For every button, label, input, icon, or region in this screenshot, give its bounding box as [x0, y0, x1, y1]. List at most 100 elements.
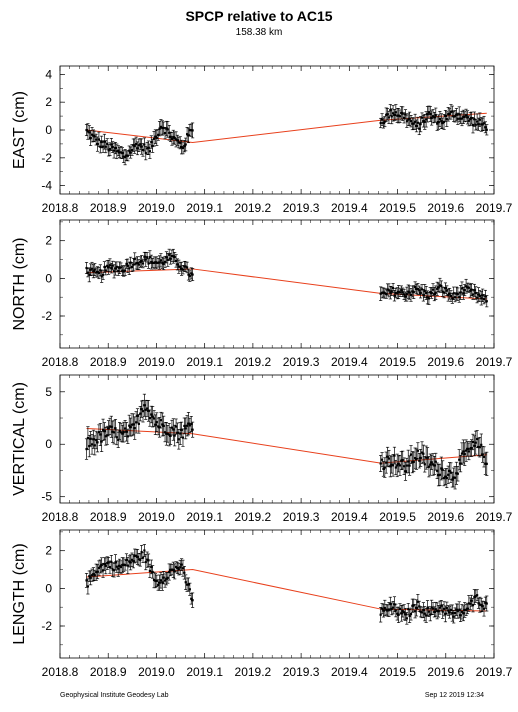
data-point	[139, 412, 142, 415]
data-point	[403, 116, 406, 119]
data-point	[111, 430, 114, 433]
data-point	[416, 449, 419, 452]
data-point	[405, 464, 408, 467]
data-point	[434, 608, 437, 611]
data-point	[111, 568, 114, 571]
data-point	[473, 289, 476, 292]
data-point	[418, 459, 421, 462]
data-point	[393, 113, 396, 117]
data-point	[476, 594, 479, 597]
data-point	[449, 471, 453, 474]
data-point	[147, 409, 150, 412]
data-point	[485, 300, 488, 303]
data-point	[480, 443, 483, 446]
data-point	[445, 606, 448, 610]
data-point	[474, 291, 477, 295]
data-point	[157, 425, 160, 428]
data-point	[188, 588, 191, 591]
data-point	[86, 585, 89, 588]
data-point	[448, 112, 451, 116]
data-point	[92, 270, 95, 273]
data-point	[89, 576, 92, 579]
data-point	[181, 268, 185, 271]
data-point	[403, 611, 406, 614]
plot-frame	[59, 529, 495, 659]
data-point	[183, 145, 186, 148]
data-point	[389, 465, 392, 468]
data-point	[126, 264, 129, 267]
data-point	[125, 154, 128, 157]
data-point	[458, 113, 461, 116]
data-point	[403, 293, 406, 296]
data-point	[146, 407, 149, 410]
data-point	[191, 129, 194, 132]
data-point	[118, 266, 121, 269]
data-point	[152, 417, 156, 420]
data-point	[437, 286, 440, 289]
data-point	[152, 261, 156, 265]
data-point	[163, 260, 167, 263]
data-point	[157, 133, 160, 136]
data-point	[390, 463, 393, 466]
data-point	[419, 456, 422, 460]
data-point	[445, 118, 448, 121]
data-point	[104, 145, 107, 148]
data-point	[423, 463, 426, 466]
data-point	[180, 428, 183, 431]
x-tick-label: 2019.2	[235, 201, 272, 215]
data-point	[130, 148, 134, 152]
data-point	[121, 563, 124, 567]
data-point	[441, 610, 444, 613]
x-tick-label: 2019.5	[379, 201, 416, 215]
data-point	[143, 255, 146, 258]
data-point	[385, 292, 388, 296]
data-point	[452, 292, 455, 295]
data-point	[95, 138, 98, 141]
data-point	[411, 461, 414, 464]
data-point	[133, 427, 136, 430]
data-point	[460, 452, 464, 455]
panel-1: 2018.8 2018.9 2019.0 2019.1 2019.2 2019.3 2019…	[11, 65, 513, 215]
data-point	[412, 460, 415, 463]
data-point	[103, 562, 106, 566]
x-tick-label: 2019.4	[331, 355, 368, 369]
data-point	[90, 443, 94, 446]
data-point	[107, 561, 110, 564]
x-tick-label: 2019.2	[235, 510, 272, 524]
data-point	[121, 269, 124, 272]
data-point	[146, 147, 149, 150]
data-point	[419, 291, 422, 294]
data-point	[128, 560, 131, 563]
data-point	[455, 472, 458, 475]
data-point	[401, 458, 404, 462]
data-point	[390, 115, 393, 118]
data-point	[144, 408, 147, 411]
data-point	[481, 605, 484, 608]
data-point	[419, 610, 422, 613]
plot-frame	[59, 65, 495, 195]
data-point	[187, 583, 190, 586]
data-point	[448, 292, 451, 295]
data-point	[429, 291, 432, 294]
data-point	[386, 113, 389, 116]
data-point	[470, 599, 473, 602]
data-point	[162, 424, 165, 428]
data-point	[157, 261, 160, 264]
data-point	[140, 259, 143, 263]
data-point	[184, 265, 187, 268]
data-point	[458, 458, 461, 461]
data-point	[425, 456, 428, 459]
data-point	[474, 595, 477, 598]
data-point	[136, 147, 139, 150]
data-point	[106, 142, 109, 145]
panel-2: 2018.8 2018.9 2019.0 2019.1 2019.2 2019.3 2019…	[11, 219, 513, 369]
y-tick-label: 2	[45, 544, 52, 558]
data-point	[400, 459, 403, 462]
x-tick-label: 2018.9	[90, 201, 127, 215]
data-point	[124, 269, 127, 272]
data-point	[124, 156, 127, 159]
data-point	[391, 286, 395, 290]
data-point	[430, 116, 433, 120]
data-point	[442, 607, 446, 610]
